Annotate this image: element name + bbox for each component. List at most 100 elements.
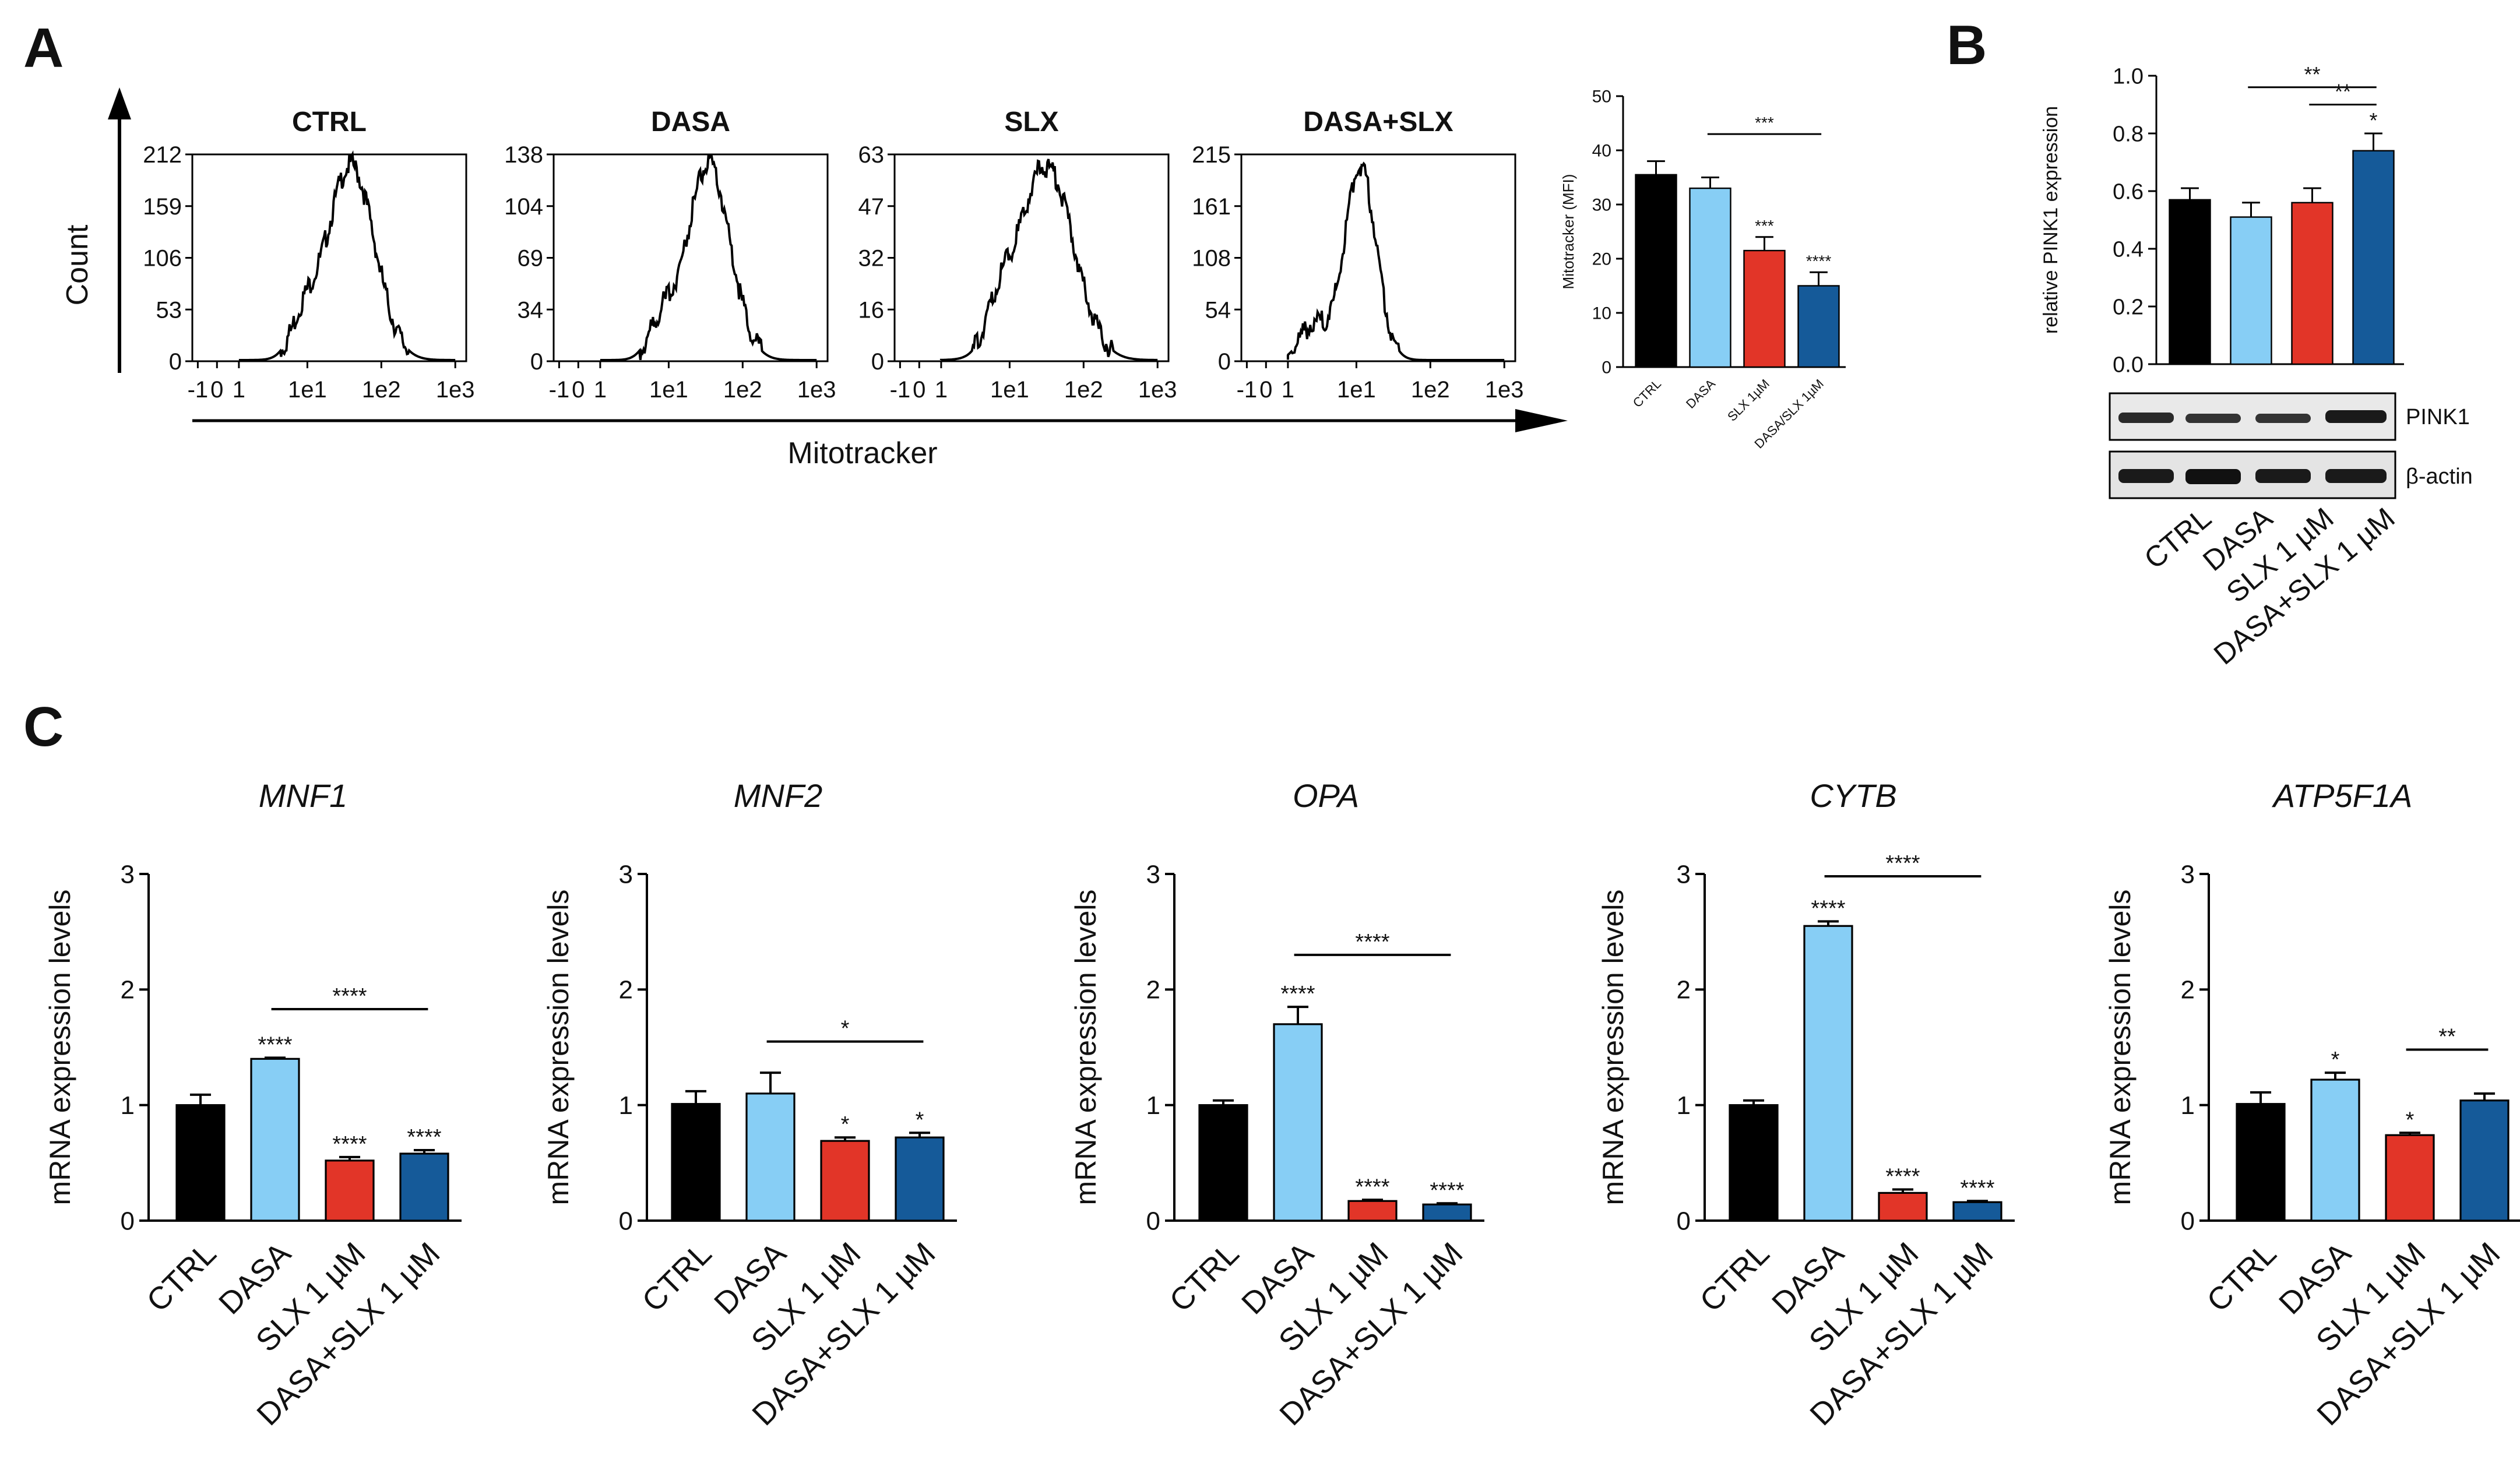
histogram-curve	[1286, 161, 1505, 361]
significance-star: *	[2331, 1048, 2340, 1072]
chart-title: OPA	[1293, 777, 1359, 814]
histogram-x-tick-label: 1e1	[990, 377, 1029, 403]
category-label: CTRL	[1693, 1236, 1776, 1319]
bar-dasa	[1803, 925, 1853, 1222]
bar-dasa	[1689, 187, 1731, 368]
y-tick-label: 2	[1677, 976, 1691, 1004]
histogram-y-tick-label: 0	[871, 349, 884, 375]
bar-dasa-slx-1-m	[1797, 285, 1840, 368]
y-tick-label: 1	[1677, 1091, 1691, 1120]
bar-dasa	[745, 1092, 796, 1222]
y-tick-label: 0.6	[2113, 179, 2144, 204]
western-blot-actin-band	[2185, 469, 2241, 484]
western-blot-pink1-band	[2255, 414, 2311, 423]
histogram-y-tick-label: 104	[504, 194, 543, 220]
histogram-title: CTRL	[292, 107, 367, 138]
significance-star: ****	[258, 1032, 292, 1057]
bar-slx-1-m	[2385, 1134, 2435, 1222]
significance-star: ****	[1430, 1178, 1464, 1203]
histogram-y-tick-label: 0	[1218, 349, 1231, 375]
bar-ctrl	[1729, 1104, 1779, 1222]
histogram-y-tick-label: 215	[1192, 142, 1231, 168]
panel-label-c: C	[23, 696, 64, 758]
histogram-y-tick-label: 0	[530, 349, 543, 375]
y-axis-title: Mitotracker (MFI)	[1560, 174, 1577, 290]
histogram-title: DASA+SLX	[1303, 107, 1453, 138]
histogram-title: DASA	[651, 107, 730, 138]
western-blot: PINK1 β-actin	[2109, 392, 2473, 499]
bracket-star: ***	[1755, 114, 1774, 132]
significance-star: ***	[1755, 217, 1774, 235]
bracket-star: ****	[1885, 851, 1920, 876]
y-tick-label: 0	[2181, 1207, 2195, 1235]
bracket-star: ****	[1355, 930, 1389, 954]
y-tick-label: 30	[1592, 196, 1611, 215]
histogram-x-tick-label: 1e3	[436, 377, 475, 403]
significance-star: ****	[1280, 982, 1315, 1006]
bar-ctrl	[671, 1103, 721, 1222]
bar-slx-1-m	[325, 1159, 375, 1222]
category-label: SLX 1µM	[1724, 376, 1772, 424]
histogram-x-tick-label: 1	[1282, 377, 1294, 403]
y-tick-label: 0	[1602, 358, 1611, 378]
y-tick-label: 3	[121, 860, 135, 889]
bar-dasa	[2310, 1078, 2360, 1222]
histogram-x-tick-label: 0	[572, 377, 585, 403]
bar-ctrl	[2169, 199, 2211, 365]
bar-slx-1-m	[2291, 202, 2334, 365]
y-tick-label: 0.4	[2113, 237, 2144, 262]
bar-dasa-slx-1-m	[399, 1152, 449, 1222]
histogram-frame	[191, 153, 467, 362]
histogram-x-tick-label: 1	[233, 377, 245, 403]
category-label: CTRL	[1630, 376, 1664, 410]
western-blot-pink1-band	[2325, 410, 2387, 423]
y-axis-title: mRNA expression levels	[2104, 890, 2137, 1205]
chart-title: MNF1	[259, 777, 347, 814]
histogram-x-tick-label: 1e2	[1411, 377, 1450, 403]
western-blot-actin-band	[2255, 469, 2311, 483]
bar-ctrl	[2236, 1103, 2286, 1222]
y-tick-label: 0	[1146, 1207, 1160, 1235]
significance-star: ****	[332, 1132, 367, 1157]
histogram-y-tick-label: 53	[156, 297, 182, 323]
y-tick-label: 0.2	[2113, 295, 2144, 319]
y-tick-label: 40	[1592, 142, 1611, 161]
histogram-y-tick-label: 159	[143, 194, 182, 220]
significance-star: *	[841, 1112, 850, 1137]
histogram-x-tick-label: 1e3	[797, 377, 836, 403]
bar-dasa	[2230, 216, 2272, 365]
bar-ctrl	[175, 1104, 226, 1222]
mitotracker-arrow-head	[1515, 409, 1568, 432]
histogram-x-tick-label: 0	[913, 377, 925, 403]
histogram-y-tick-label: 106	[143, 246, 182, 272]
y-tick-label: 2	[2181, 976, 2195, 1004]
bar-dasa-slx-1-m	[895, 1136, 945, 1222]
histogram-curve	[939, 158, 1158, 361]
y-axis-title: relative PINK1 expression	[2040, 106, 2062, 334]
y-tick-label: 20	[1592, 250, 1611, 269]
panel-label-a: A	[23, 17, 64, 79]
significance-star: ****	[1355, 1175, 1389, 1199]
category-label: CTRL	[140, 1236, 223, 1319]
histogram-x-tick-label: -1	[549, 377, 570, 403]
significance-star: *	[916, 1108, 924, 1132]
histogram-x-tick-label: -1	[188, 377, 209, 403]
y-tick-label: 3	[619, 860, 633, 889]
western-blot-pink1-band	[2118, 413, 2174, 423]
y-tick-label: 3	[1146, 860, 1160, 889]
histogram-y-tick-label: 32	[858, 246, 885, 272]
western-blot-label-pink1: PINK1	[2406, 405, 2470, 429]
western-blot-actin-band	[2118, 469, 2174, 483]
panel-label-b: B	[1947, 14, 1987, 76]
bracket-star: *	[841, 1017, 850, 1041]
y-tick-label: 2	[121, 976, 135, 1004]
histogram-x-tick-label: 1	[935, 377, 948, 403]
histogram-y-tick-label: 47	[858, 194, 885, 220]
y-tick-label: 2	[619, 976, 633, 1004]
category-label: CTRL	[635, 1236, 718, 1319]
histogram-frame	[552, 153, 829, 362]
